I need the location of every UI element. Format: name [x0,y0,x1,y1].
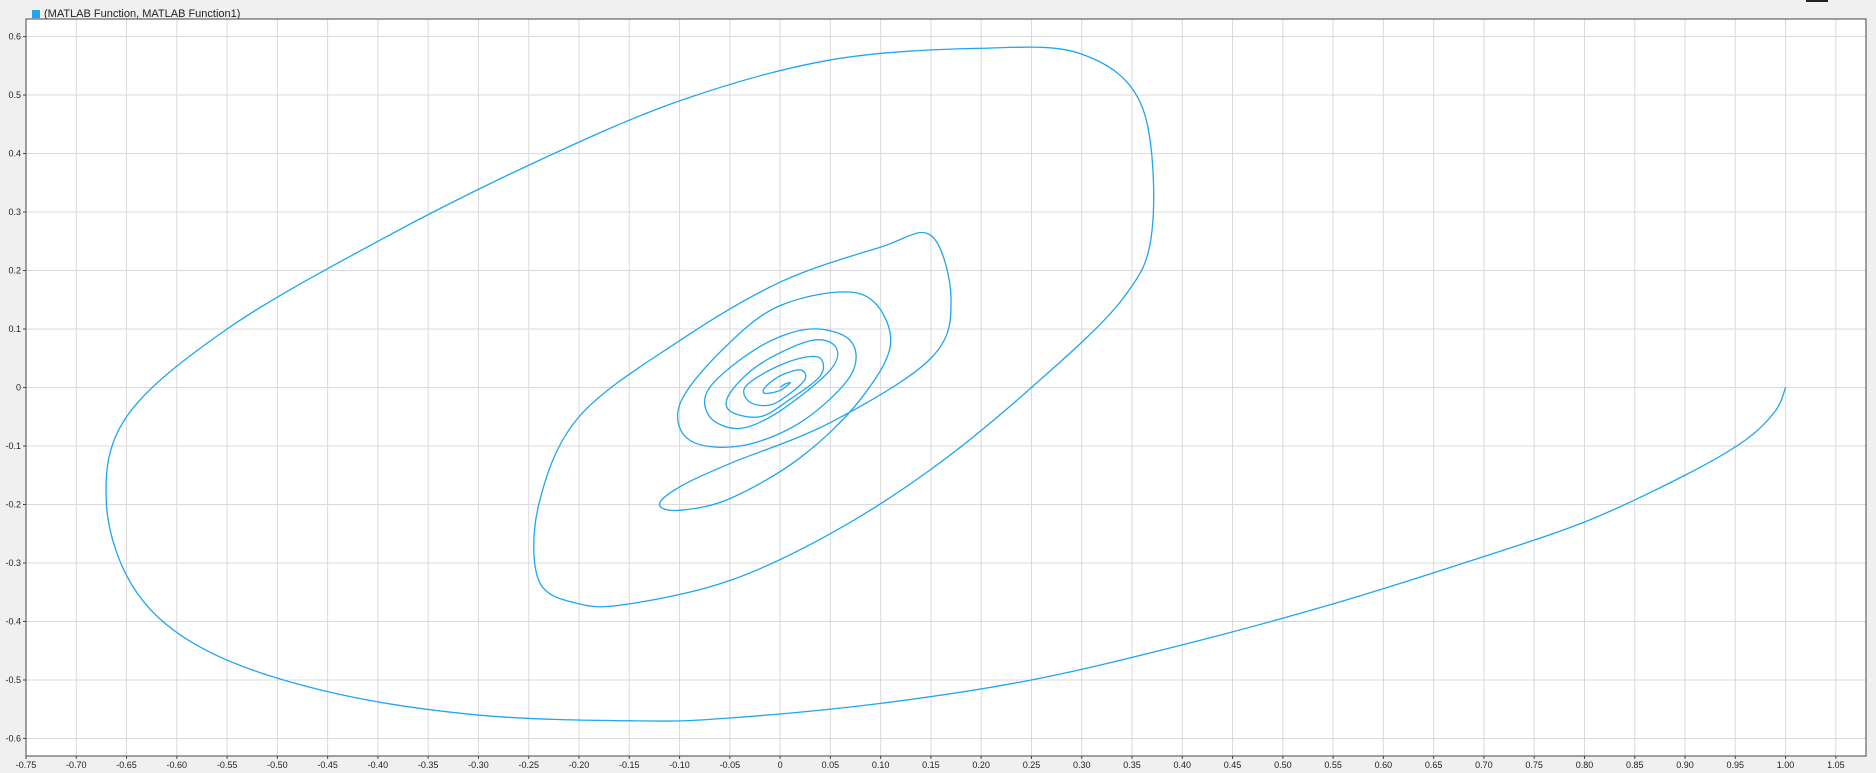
x-tick-label: -0.20 [569,760,590,770]
tick-labels: -0.75 -0.70 -0.65 -0.60 -0.55 -0.50 -0.45 -0.40… [5,32,1844,770]
y-tick-label: 0.5 [8,90,21,100]
y-tick-label: 0.2 [8,266,21,276]
x-tick-label: 0.05 [822,760,840,770]
series-layer [105,46,1787,722]
y-tick-label: -0.6 [5,733,21,743]
x-tick-label: 0.50 [1274,760,1292,770]
x-tick-label: -0.60 [167,760,188,770]
x-tick-label: 0.30 [1073,760,1091,770]
x-tick-label: 0.95 [1727,760,1745,770]
x-tick-label: -0.50 [267,760,288,770]
x-tick-label: 0.85 [1626,760,1644,770]
y-tick-label: -0.4 [5,616,21,626]
grid [25,19,1866,756]
x-tick-label: 0.10 [872,760,890,770]
legend-swatch-icon [32,10,40,18]
series-line [105,46,1787,722]
x-tick-label: 0.55 [1324,760,1342,770]
x-tick-label: -0.55 [217,760,238,770]
x-tick-label: 0.40 [1174,760,1192,770]
x-tick-label: 0.25 [1023,760,1041,770]
y-tick-label: -0.3 [5,558,21,568]
x-tick-label: 0.75 [1525,760,1543,770]
y-tick-label: -0.2 [5,499,21,509]
x-tick-label: -0.40 [368,760,389,770]
x-tick-label: -0.45 [317,760,338,770]
x-tick-label: 0.65 [1425,760,1443,770]
x-tick-label: -0.15 [619,760,640,770]
legend: (MATLAB Function, MATLAB Function1) [32,6,240,22]
x-tick-label: -0.65 [116,760,137,770]
y-tick-label: 0.4 [8,149,21,159]
x-tick-label: 0 [778,760,783,770]
x-tick-label: 0.60 [1375,760,1393,770]
x-tick-label: 1.05 [1827,760,1845,770]
y-tick-label: 0.1 [8,324,21,334]
x-tick-label: -0.70 [66,760,87,770]
x-tick-label: 0.15 [922,760,940,770]
y-tick-label: 0 [16,383,21,393]
x-tick-label: -0.35 [418,760,439,770]
y-tick-label: 0.6 [8,32,21,42]
legend-label: (MATLAB Function, MATLAB Function1) [44,8,241,20]
x-tick-label: 1.00 [1777,760,1795,770]
x-tick-label: -0.05 [720,760,741,770]
x-tick-label: 0.20 [972,760,990,770]
x-tick-label: 0.70 [1475,760,1493,770]
x-tick-label: -0.30 [468,760,489,770]
x-tick-label: -0.75 [16,760,37,770]
x-tick-label: 0.80 [1576,760,1594,770]
window-control-icon[interactable] [1806,0,1828,2]
x-tick-label: 0.35 [1123,760,1141,770]
x-tick-label: 0.90 [1676,760,1694,770]
y-tick-label: -0.1 [5,441,21,451]
y-tick-label: 0.3 [8,207,21,217]
x-tick-label: -0.10 [669,760,690,770]
x-tick-label: 0.45 [1224,760,1242,770]
x-tick-label: -0.25 [518,760,539,770]
y-tick-label: -0.5 [5,675,21,685]
